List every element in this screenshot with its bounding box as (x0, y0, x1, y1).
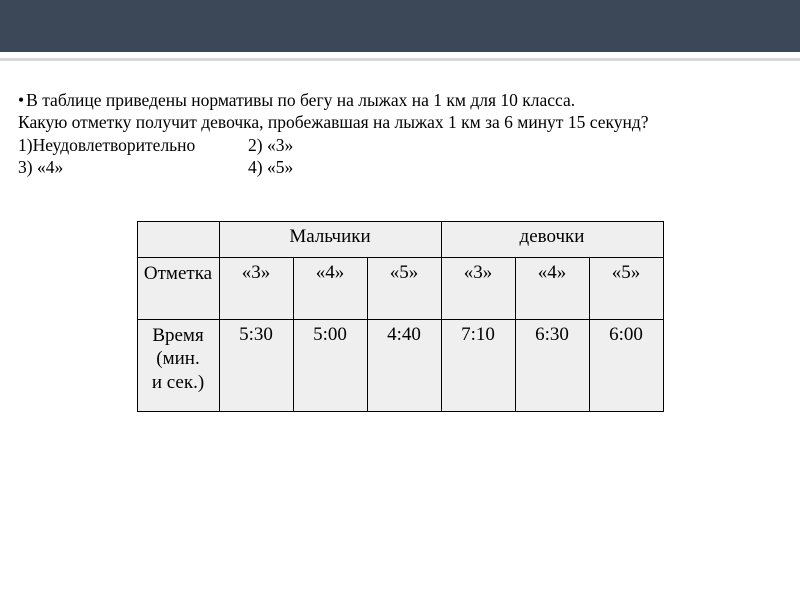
time-girls-4: 6:30 (515, 319, 589, 411)
options-row-1: 1)Неудовлетворительно 2) «3» (18, 134, 782, 156)
question-block: В таблице приведены нормативы по бегу на… (18, 89, 782, 134)
standards-table-wrap: Мальчики девочки Отметка «3» «4» «5» «3»… (18, 221, 782, 412)
time-row-label: Время (мин. и сек.) (137, 319, 219, 411)
mark-girls-4: «4» (515, 257, 589, 319)
boys-header: Мальчики (219, 221, 441, 257)
time-girls-5: 6:00 (589, 319, 663, 411)
girls-header: девочки (441, 221, 663, 257)
question-line-1: В таблице приведены нормативы по бегу на… (18, 89, 782, 111)
table-row: Время (мин. и сек.) 5:30 5:00 4:40 7:10 … (137, 319, 663, 411)
question-line-2: Какую отметку получит девочка, пробежавш… (18, 111, 782, 133)
option-3: 3) «4» (18, 156, 248, 178)
table-row: Отметка «3» «4» «5» «3» «4» «5» (137, 257, 663, 319)
content-area: В таблице приведены нормативы по бегу на… (0, 61, 800, 412)
time-label-l1: Время (138, 324, 219, 348)
option-2: 2) «3» (248, 134, 782, 156)
mark-label-text: Отметка (144, 263, 212, 284)
mark-boys-4: «4» (293, 257, 367, 319)
time-boys-3: 5:30 (219, 319, 293, 411)
time-boys-4: 5:00 (293, 319, 367, 411)
time-boys-5: 4:40 (367, 319, 441, 411)
time-label-l3: и сек.) (138, 371, 219, 395)
time-girls-3: 7:10 (441, 319, 515, 411)
standards-table: Мальчики девочки Отметка «3» «4» «5» «3»… (137, 221, 664, 412)
table-row: Мальчики девочки (137, 221, 663, 257)
mark-row-label: Отметка (137, 257, 219, 319)
option-1: 1)Неудовлетворительно (18, 134, 248, 156)
mark-boys-5: «5» (367, 257, 441, 319)
slide-header-bar (0, 0, 800, 52)
option-4: 4) «5» (248, 156, 782, 178)
empty-header-cell (137, 221, 219, 257)
options-row-2: 3) «4» 4) «5» (18, 156, 782, 178)
time-label-l2: (мин. (138, 347, 219, 371)
mark-girls-5: «5» (589, 257, 663, 319)
mark-boys-3: «3» (219, 257, 293, 319)
mark-girls-3: «3» (441, 257, 515, 319)
